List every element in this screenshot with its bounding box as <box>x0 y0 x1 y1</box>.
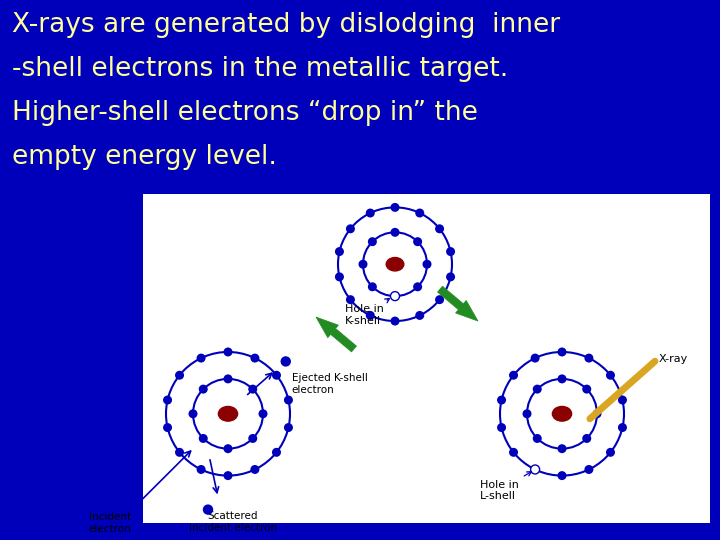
Polygon shape <box>316 317 356 352</box>
Circle shape <box>197 465 206 474</box>
Circle shape <box>582 384 591 394</box>
Circle shape <box>223 444 233 453</box>
Ellipse shape <box>386 258 404 271</box>
Circle shape <box>199 434 208 443</box>
Circle shape <box>272 448 281 457</box>
Circle shape <box>618 395 627 404</box>
Text: X-rays are generated by dislodging  inner: X-rays are generated by dislodging inner <box>12 12 560 38</box>
Circle shape <box>248 434 257 443</box>
Circle shape <box>557 347 567 356</box>
Text: Ejected K-shell
electron: Ejected K-shell electron <box>292 373 368 395</box>
Circle shape <box>533 384 541 394</box>
Ellipse shape <box>552 407 572 421</box>
Text: Higher-shell electrons “drop in” the: Higher-shell electrons “drop in” the <box>12 100 478 126</box>
Circle shape <box>446 247 455 256</box>
Text: Incident
electron: Incident electron <box>89 512 131 534</box>
Circle shape <box>346 295 355 304</box>
Circle shape <box>606 371 615 380</box>
Text: -shell electrons in the metallic target.: -shell electrons in the metallic target. <box>12 56 508 82</box>
Circle shape <box>189 409 197 418</box>
Text: Hole in
K-shell: Hole in K-shell <box>345 299 390 326</box>
Ellipse shape <box>218 407 238 421</box>
Text: Scattered
incident electron: Scattered incident electron <box>189 511 277 533</box>
Circle shape <box>284 395 293 404</box>
Circle shape <box>497 395 506 404</box>
Circle shape <box>258 409 268 418</box>
Circle shape <box>413 282 422 291</box>
Circle shape <box>223 471 233 480</box>
Circle shape <box>346 224 355 233</box>
Circle shape <box>366 311 375 320</box>
Circle shape <box>368 282 377 291</box>
Circle shape <box>390 316 400 326</box>
Circle shape <box>557 444 567 453</box>
Circle shape <box>585 354 593 362</box>
Circle shape <box>390 228 400 237</box>
Circle shape <box>523 409 531 418</box>
Circle shape <box>204 505 212 514</box>
Circle shape <box>497 423 506 432</box>
Circle shape <box>272 371 281 380</box>
Circle shape <box>223 374 233 383</box>
Circle shape <box>618 423 627 432</box>
Circle shape <box>390 292 400 301</box>
Circle shape <box>413 237 422 246</box>
Text: X-ray: X-ray <box>659 354 688 364</box>
Circle shape <box>163 423 172 432</box>
Circle shape <box>509 371 518 380</box>
Circle shape <box>175 448 184 457</box>
Circle shape <box>251 354 259 362</box>
Circle shape <box>557 471 567 480</box>
Circle shape <box>531 465 539 474</box>
Text: empty energy level.: empty energy level. <box>12 144 277 170</box>
Circle shape <box>282 357 290 366</box>
Circle shape <box>415 208 424 218</box>
Circle shape <box>557 374 567 383</box>
Circle shape <box>368 237 377 246</box>
Circle shape <box>197 354 206 362</box>
Circle shape <box>390 203 400 212</box>
Circle shape <box>251 465 259 474</box>
Circle shape <box>509 448 518 457</box>
Circle shape <box>582 434 591 443</box>
Circle shape <box>435 295 444 304</box>
Circle shape <box>335 272 344 281</box>
Bar <box>143 194 710 523</box>
Text: Hole in
L-shell: Hole in L-shell <box>480 471 531 502</box>
Circle shape <box>435 224 444 233</box>
Circle shape <box>606 448 615 457</box>
Circle shape <box>284 423 293 432</box>
Circle shape <box>359 260 367 269</box>
Circle shape <box>199 384 208 394</box>
Circle shape <box>248 384 257 394</box>
Circle shape <box>585 465 593 474</box>
Polygon shape <box>438 286 478 321</box>
Circle shape <box>415 311 424 320</box>
Circle shape <box>223 347 233 356</box>
Circle shape <box>531 354 539 362</box>
Circle shape <box>175 371 184 380</box>
Circle shape <box>163 395 172 404</box>
Circle shape <box>335 247 344 256</box>
Circle shape <box>446 272 455 281</box>
Circle shape <box>533 434 541 443</box>
Circle shape <box>423 260 431 269</box>
Circle shape <box>593 409 601 418</box>
Circle shape <box>366 208 375 218</box>
